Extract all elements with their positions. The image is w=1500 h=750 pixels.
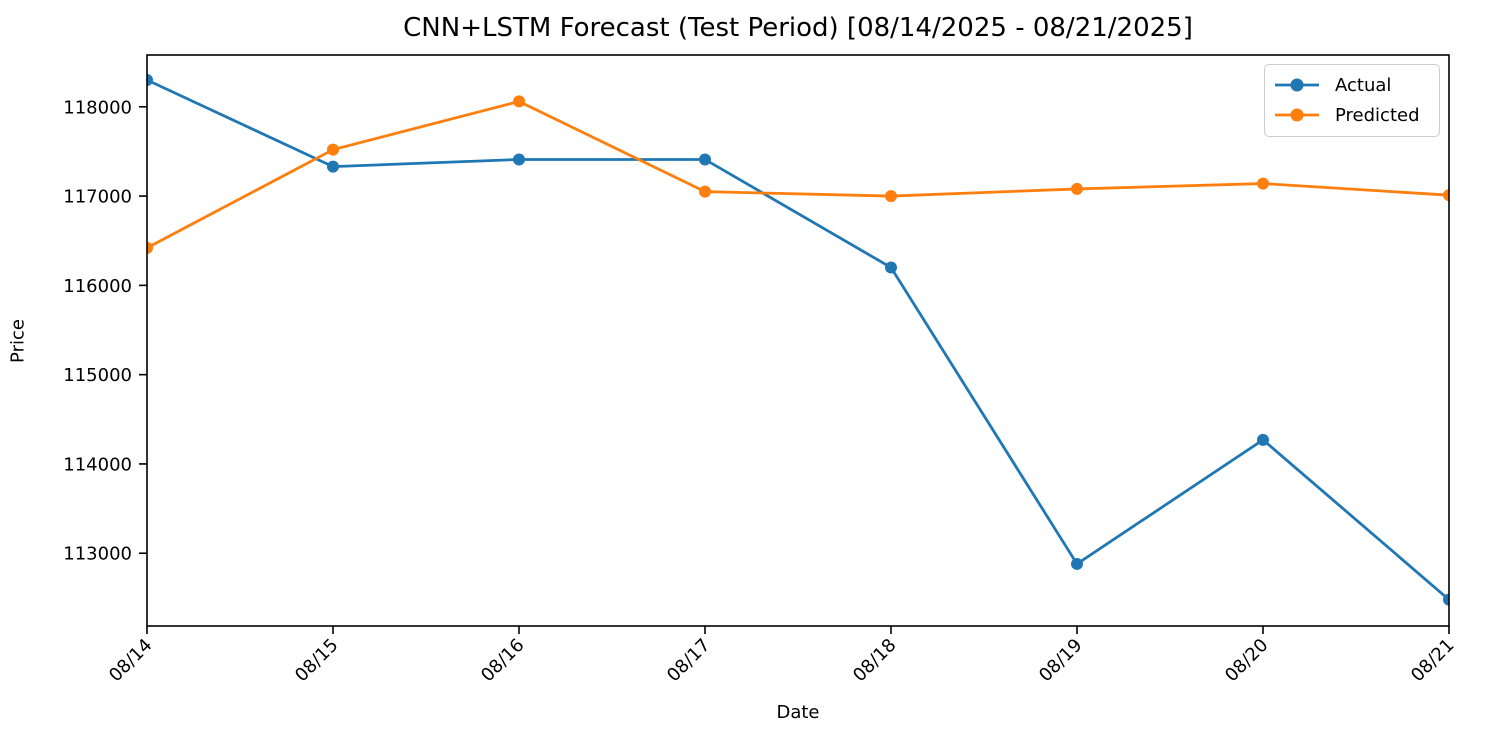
y-tick-label: 118000: [63, 97, 132, 118]
data-point-marker: [699, 153, 711, 166]
legend-item-actual: Actual: [1274, 70, 1430, 100]
y-tick-label: 116000: [63, 276, 132, 297]
data-point-marker: [327, 143, 339, 156]
x-tick-label: 08/17: [663, 635, 715, 687]
chart-title: CNN+LSTM Forecast (Test Period) [08/14/2…: [403, 13, 1193, 43]
data-point-marker: [1257, 433, 1269, 446]
predicted-series-swatch-icon: [1275, 108, 1319, 122]
legend-label-actual: Actual: [1335, 74, 1392, 96]
x-tick-label: 08/19: [1035, 635, 1087, 687]
y-tick-label: 117000: [63, 187, 132, 208]
data-point-marker: [1443, 189, 1449, 202]
legend-label-predicted: Predicted: [1335, 104, 1420, 126]
data-point-marker: [147, 241, 153, 254]
legend: Actual Predicted: [1264, 64, 1440, 137]
data-point-marker: [513, 153, 525, 166]
data-point-marker: [1071, 557, 1083, 570]
predicted-series: [147, 95, 1449, 254]
x-tick-label: 08/14: [105, 635, 157, 687]
data-point-marker: [147, 74, 153, 86]
y-tick-label: 115000: [63, 365, 132, 386]
series-line: [147, 99, 1449, 250]
x-axis-label: Date: [776, 702, 820, 723]
x-tick-label: 08/20: [1221, 635, 1273, 687]
data-point-marker: [327, 160, 339, 173]
y-axis-label: Price: [7, 319, 29, 363]
y-tick-label: 114000: [63, 454, 132, 475]
data-point-marker: [885, 190, 897, 203]
data-point-marker: [1443, 593, 1449, 606]
actual-series: [147, 74, 1449, 606]
data-point-marker: [885, 261, 897, 274]
data-point-marker: [513, 95, 525, 108]
x-tick-label: 08/18: [849, 635, 901, 687]
actual-series-swatch-icon: [1275, 78, 1319, 92]
x-tick-label: 08/16: [477, 635, 529, 687]
axes-spines: [146, 54, 1450, 627]
x-tick-label: 08/21: [1407, 635, 1459, 687]
series-line: [147, 78, 1449, 602]
data-point-marker: [1257, 177, 1269, 190]
data-point-marker: [699, 185, 711, 198]
legend-item-predicted: Predicted: [1274, 100, 1430, 130]
data-point-marker: [1071, 182, 1083, 195]
x-tick-label: 08/15: [291, 635, 343, 687]
y-tick-label: 113000: [63, 544, 132, 565]
